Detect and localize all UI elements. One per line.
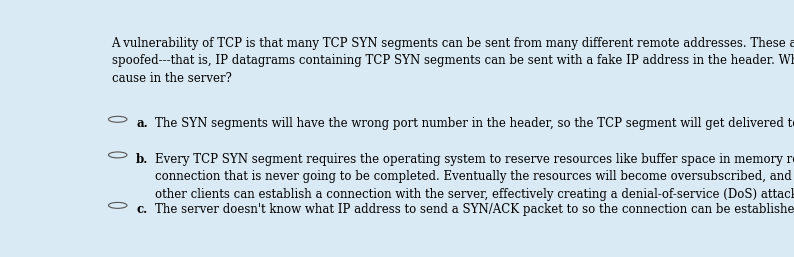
Text: A vulnerability of TCP is that many TCP SYN segments can be sent from many diffe: A vulnerability of TCP is that many TCP … (111, 37, 794, 85)
Text: Every TCP SYN segment requires the operating system to reserve resources like bu: Every TCP SYN segment requires the opera… (155, 153, 794, 201)
Text: c.: c. (137, 203, 148, 216)
Text: b.: b. (137, 153, 148, 166)
Text: The server doesn't know what IP address to send a SYN/ACK packet to so the conne: The server doesn't know what IP address … (155, 203, 794, 216)
Text: a.: a. (137, 117, 148, 130)
Text: The SYN segments will have the wrong port number in the header, so the TCP segme: The SYN segments will have the wrong por… (155, 117, 794, 130)
